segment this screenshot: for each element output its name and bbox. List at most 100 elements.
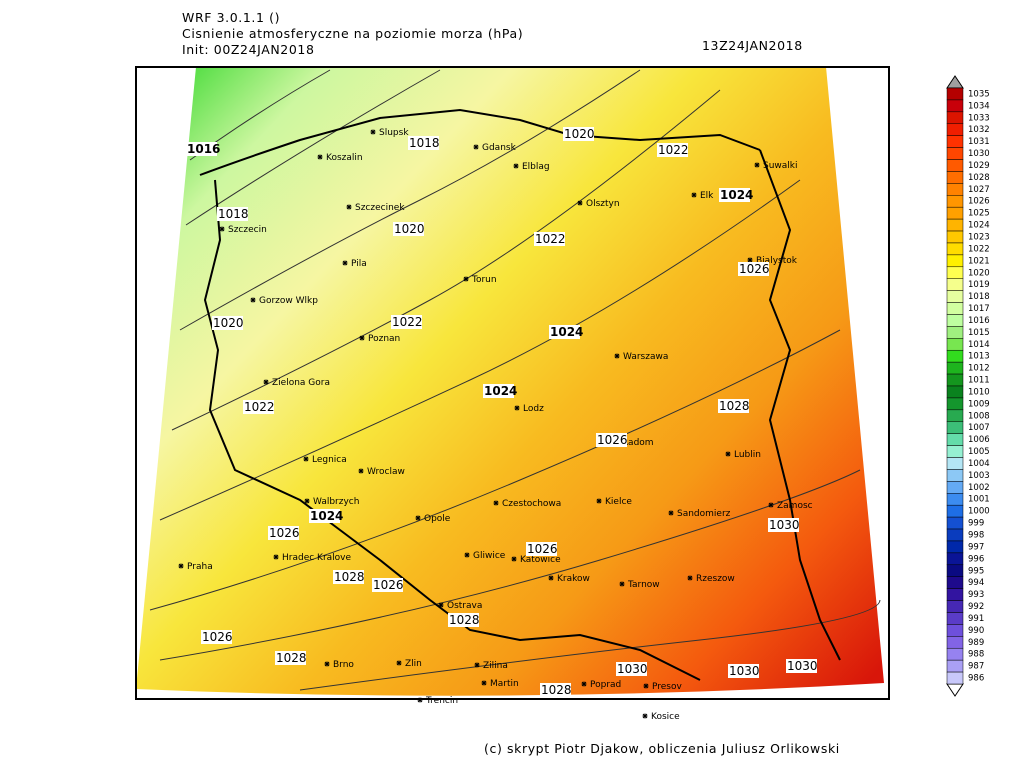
colorbar-label: 1013 xyxy=(968,352,990,362)
city-marker xyxy=(473,144,479,150)
contour-label-box xyxy=(268,526,299,540)
colorbar-label: 1020 xyxy=(968,268,990,278)
colorbar-cell xyxy=(946,445,964,458)
contour-label: 1018 xyxy=(409,136,440,150)
city-marker xyxy=(643,683,649,689)
contour-label: 1022 xyxy=(392,315,423,329)
city-marker xyxy=(303,456,309,462)
contour-label: 1026 xyxy=(373,578,404,592)
contour-label-box xyxy=(217,207,248,221)
contour-label: 1026 xyxy=(597,433,628,447)
city-marker xyxy=(596,498,602,504)
city-name: Lodz xyxy=(523,404,544,414)
colorbar-cell xyxy=(946,612,964,625)
city-name: Tarnow xyxy=(627,580,660,590)
map-title: Cisnienie atmosferyczne na poziomie morz… xyxy=(182,26,523,41)
contour-label: 1030 xyxy=(617,662,648,676)
city-name: Rzeszow xyxy=(696,574,735,584)
city-marker xyxy=(577,200,583,206)
colorbar-label: 1009 xyxy=(968,399,990,409)
colorbar-cell xyxy=(946,576,964,589)
colorbar-label: 1001 xyxy=(968,495,990,505)
contour-label-box xyxy=(243,400,274,414)
colorbar-label: 1012 xyxy=(968,364,990,374)
city-name: Sandomierz xyxy=(677,509,731,519)
city-marker xyxy=(513,163,519,169)
city-marker xyxy=(687,575,693,581)
colorbar-label: 998 xyxy=(968,531,984,541)
city-name: Warszawa xyxy=(623,352,668,362)
city-name: Szczecinek xyxy=(355,203,405,213)
city-marker xyxy=(346,204,352,210)
contour-label-box xyxy=(596,433,627,447)
colorbar-label: 1011 xyxy=(968,376,990,386)
contour-label-box xyxy=(657,143,688,157)
colorbar-label: 1002 xyxy=(968,483,990,493)
colorbar-cell xyxy=(946,564,964,577)
contour-label-box xyxy=(549,325,580,339)
colorbar-label: 1018 xyxy=(968,292,990,302)
colorbar-label: 987 xyxy=(968,662,984,672)
colorbar-label: 996 xyxy=(968,554,984,564)
colorbar-cell xyxy=(946,171,964,184)
city-marker xyxy=(725,451,731,457)
city-name: Koszalin xyxy=(326,153,363,163)
city-name: Czestochowa xyxy=(502,499,561,509)
city-name: Pila xyxy=(351,259,367,269)
colorbar-label: 1024 xyxy=(968,221,990,231)
colorbar-label: 997 xyxy=(968,542,984,552)
city-marker xyxy=(514,405,520,411)
colorbar-label: 1033 xyxy=(968,113,990,123)
colorbar-label: 1034 xyxy=(968,101,990,111)
footer-credit: (c) skrypt Piotr Djakow, obliczenia Juli… xyxy=(484,741,840,756)
city-name: Elk xyxy=(700,191,714,201)
colorbar-cell xyxy=(946,397,964,411)
city-marker xyxy=(464,552,470,558)
colorbar-label: 1017 xyxy=(968,304,990,314)
city-marker xyxy=(511,556,517,562)
city-marker xyxy=(178,563,184,569)
colorbar-label: 990 xyxy=(968,626,984,636)
colorbar-cell xyxy=(946,493,964,506)
contour-label: 1030 xyxy=(729,664,760,678)
city-name: Elblag xyxy=(522,162,550,172)
colorbar-cell xyxy=(946,361,964,375)
colorbar-cell xyxy=(946,254,964,268)
contour-label-box xyxy=(372,578,403,592)
contour-label-box xyxy=(408,136,439,150)
colorbar-cell xyxy=(946,338,964,351)
contour-label: 1028 xyxy=(541,683,572,697)
city-name: Torun xyxy=(471,275,497,285)
colorbar-cell xyxy=(946,624,964,637)
contour-label-box xyxy=(719,188,750,202)
colorbar-label: 1026 xyxy=(968,197,990,207)
contour-label-box xyxy=(391,315,422,329)
city-marker xyxy=(691,192,697,198)
contour-label: 1024 xyxy=(720,188,753,202)
colorbar-label: 986 xyxy=(968,674,984,684)
colorbar-cell xyxy=(946,302,964,315)
contour-label: 1024 xyxy=(310,509,343,523)
city-name: Praha xyxy=(187,562,213,572)
city-marker xyxy=(614,353,620,359)
city-name: Gorzow Wlkp xyxy=(259,296,318,306)
contour-label-box xyxy=(212,316,243,330)
contour-label-box xyxy=(483,384,514,398)
contour-label-box xyxy=(393,222,424,236)
colorbar-label: 999 xyxy=(968,519,984,529)
colorbar-cell xyxy=(946,206,964,220)
colorbar-cell xyxy=(946,147,964,160)
contour-label-box xyxy=(309,509,340,523)
colorbar-cell xyxy=(946,433,964,446)
colorbar-label: 991 xyxy=(968,614,984,624)
colorbar-label: 1005 xyxy=(968,447,990,457)
city-name: Poznan xyxy=(368,334,400,344)
contour-label-box xyxy=(738,262,769,276)
city-marker xyxy=(219,226,225,232)
colorbar-cell xyxy=(946,230,964,244)
contour-label-box xyxy=(333,570,364,584)
contour-label-box xyxy=(616,662,647,676)
colorbar-cell xyxy=(946,481,964,494)
colorbar-label: 993 xyxy=(968,590,984,600)
colorbar-label: 989 xyxy=(968,638,984,648)
